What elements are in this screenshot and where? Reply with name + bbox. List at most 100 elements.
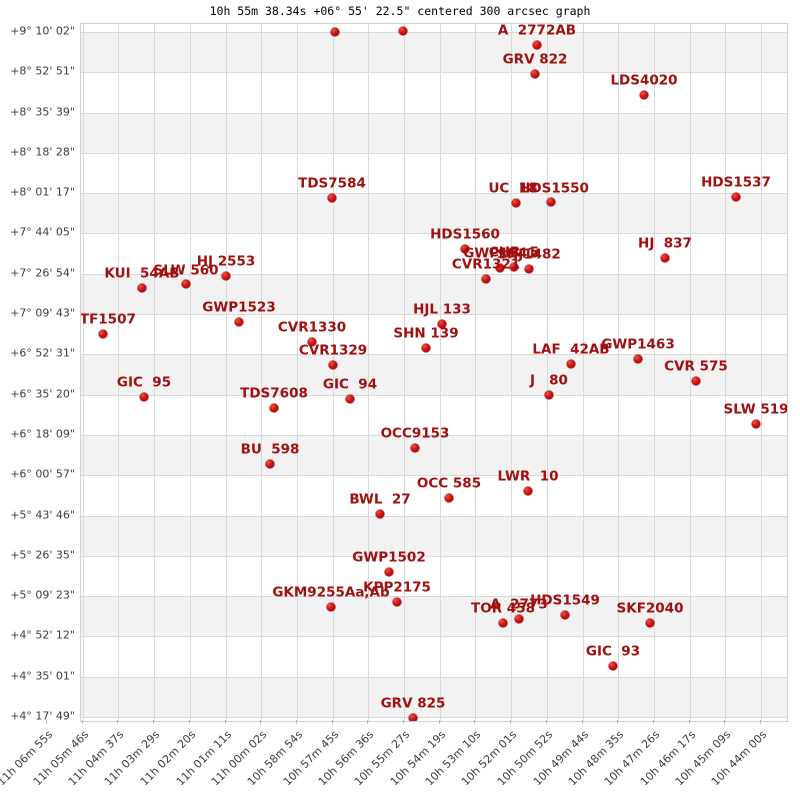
plot-area: STF1497CVR1326 A 2772AB GRV 822 LDS4020 TDS7… xyxy=(80,23,788,722)
star-marker[interactable] xyxy=(530,69,540,79)
gridline-horizontal xyxy=(81,72,787,74)
star-marker[interactable] xyxy=(181,279,191,289)
y-axis-tick-label: +8° 52' 51" xyxy=(10,64,75,78)
star-marker[interactable] xyxy=(221,271,231,281)
x-axis-tick-mark xyxy=(760,720,761,724)
star-label: TOR 458 xyxy=(471,600,535,617)
x-axis-tick-mark xyxy=(367,720,369,724)
gridline-vertical xyxy=(653,24,655,721)
star-label: SKF2040 xyxy=(616,600,684,617)
star-marker[interactable] xyxy=(639,90,649,100)
star-marker[interactable] xyxy=(345,394,355,404)
x-axis: 11h 06m 55s 11h 05m 46s 11h 04m 37s 11h 03m… xyxy=(0,720,786,800)
star-label: UC 18 xyxy=(488,180,538,197)
gridline-horizontal xyxy=(81,32,787,33)
gridline-horizontal xyxy=(81,273,787,275)
grid-band xyxy=(81,434,787,476)
gridline-vertical xyxy=(332,24,334,721)
gridline-horizontal xyxy=(81,193,787,195)
star-marker[interactable] xyxy=(421,343,431,353)
y-axis-tick-label: +6° 52' 31" xyxy=(10,346,75,360)
star-marker[interactable] xyxy=(731,192,741,202)
star-marker[interactable] xyxy=(410,443,420,453)
star-marker[interactable] xyxy=(307,337,317,347)
star-marker[interactable] xyxy=(137,283,147,293)
star-label: HJL 133 xyxy=(413,301,471,318)
star-marker[interactable] xyxy=(330,27,340,37)
star-marker[interactable] xyxy=(660,253,670,263)
star-marker[interactable] xyxy=(269,403,279,413)
star-marker[interactable] xyxy=(608,661,618,671)
star-marker[interactable] xyxy=(495,263,505,273)
grid-band xyxy=(81,515,787,556)
x-axis-tick-mark xyxy=(545,720,547,724)
star-marker[interactable] xyxy=(509,262,519,272)
star-label: GWP1541 xyxy=(463,245,537,262)
star-marker[interactable] xyxy=(375,509,385,519)
star-marker[interactable] xyxy=(691,376,701,386)
star-label: GWP1463 xyxy=(601,336,675,353)
star-marker[interactable] xyxy=(408,713,418,721)
star-label: GWP1523 xyxy=(202,299,276,316)
x-axis-tick-mark xyxy=(331,720,333,724)
grid-band xyxy=(81,112,787,153)
y-axis-tick-label: +4° 17' 49" xyxy=(10,709,75,723)
star-label: CVR1329 xyxy=(298,342,368,359)
gridline-horizontal xyxy=(81,555,787,557)
star-marker[interactable] xyxy=(437,319,447,329)
gridline-horizontal xyxy=(81,596,787,598)
star-marker[interactable] xyxy=(544,390,554,400)
gridline-vertical xyxy=(368,24,370,721)
star-label: STF1497 xyxy=(302,24,368,25)
star-marker[interactable] xyxy=(265,459,275,469)
star-marker[interactable] xyxy=(444,493,454,503)
star-marker[interactable] xyxy=(392,597,402,607)
star-marker[interactable] xyxy=(523,486,533,496)
star-marker[interactable] xyxy=(498,618,508,628)
gridline-vertical xyxy=(725,24,727,721)
star-marker[interactable] xyxy=(560,610,570,620)
star-marker[interactable] xyxy=(633,354,643,364)
star-marker[interactable] xyxy=(645,618,655,628)
star-marker[interactable] xyxy=(524,264,534,274)
star-marker[interactable] xyxy=(384,567,394,577)
grid-band xyxy=(81,32,787,73)
star-marker[interactable] xyxy=(460,244,470,254)
star-marker[interactable] xyxy=(328,360,338,370)
gridline-horizontal xyxy=(81,112,787,114)
gridline-horizontal xyxy=(81,475,787,477)
star-label: GIC 95 xyxy=(116,374,172,391)
star-marker[interactable] xyxy=(514,614,524,624)
star-marker[interactable] xyxy=(546,197,556,207)
star-marker[interactable] xyxy=(751,419,761,429)
gridline-horizontal xyxy=(81,314,787,316)
star-marker[interactable] xyxy=(398,26,408,36)
star-marker[interactable] xyxy=(511,198,521,208)
star-label: LDS4020 xyxy=(610,72,678,89)
y-axis-tick-label: +8° 35' 39" xyxy=(10,105,75,119)
y-axis-tick-label: +5° 09' 23" xyxy=(10,588,75,602)
star-label: CVR1326 xyxy=(369,23,437,24)
star-marker[interactable] xyxy=(566,359,576,369)
gridline-horizontal xyxy=(81,636,787,638)
x-axis-tick-mark xyxy=(581,720,583,724)
star-label: GKM9255Aa,Ab xyxy=(272,584,390,601)
star-label: GIC 94 xyxy=(322,376,378,393)
star-marker[interactable] xyxy=(98,329,108,339)
gridline-vertical xyxy=(546,24,548,721)
star-label: CHR 5 xyxy=(488,244,540,261)
star-marker[interactable] xyxy=(327,193,337,203)
grid-band xyxy=(81,354,787,395)
grid-band xyxy=(81,193,787,234)
star-marker[interactable] xyxy=(326,602,336,612)
star-marker[interactable] xyxy=(532,40,542,50)
star-marker[interactable] xyxy=(139,392,149,402)
x-axis-tick-mark xyxy=(724,720,726,724)
star-marker[interactable] xyxy=(234,317,244,327)
star-label: KUI 54AB xyxy=(104,265,180,282)
star-label: STF1507 xyxy=(80,311,136,328)
gridline-horizontal xyxy=(81,434,787,436)
star-label: GWP1502 xyxy=(352,549,426,566)
star-marker[interactable] xyxy=(481,274,491,284)
